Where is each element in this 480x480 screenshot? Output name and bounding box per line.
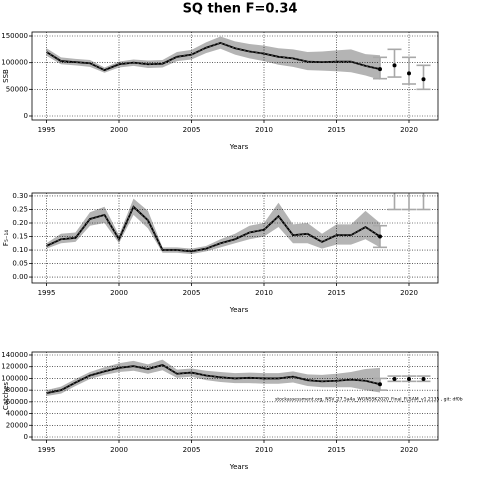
- x-tick-label: 2020: [400, 446, 418, 454]
- x-tick-label: 2015: [328, 446, 346, 454]
- y-tick-label: 0.30: [12, 192, 28, 200]
- x-tick-label: 2005: [183, 289, 201, 297]
- x-tick-label: 2020: [400, 126, 418, 134]
- x-tick-label: 2005: [183, 446, 201, 454]
- y-tick-label: 0: [24, 112, 28, 120]
- x-tick-label: 2015: [328, 126, 346, 134]
- x-tick-label: 2010: [255, 446, 273, 454]
- x-tick-label: 2010: [255, 289, 273, 297]
- projection-point: [378, 382, 382, 387]
- y-tick-label: 150000: [1, 32, 28, 40]
- plot-area: [32, 352, 438, 440]
- axes-frame: [31, 192, 439, 284]
- projection-point: [421, 77, 426, 82]
- projection-point: [392, 377, 397, 382]
- x-tick-label: 2020: [400, 289, 418, 297]
- projection-point: [378, 67, 382, 72]
- x-tick-label: 2005: [183, 126, 201, 134]
- y-tick-label: 100000: [1, 59, 28, 67]
- x-tick-label: 1995: [38, 126, 56, 134]
- x-axis-label: Years: [229, 306, 249, 314]
- plot-area: [32, 32, 438, 120]
- projection-point: [407, 377, 411, 382]
- y-tick-label: 60000: [6, 398, 28, 406]
- x-tick-label: 2000: [110, 126, 128, 134]
- projection-point: [407, 71, 411, 76]
- y-tick-label: 50000: [6, 85, 28, 93]
- y-tick-label: 140000: [1, 351, 28, 359]
- x-tick-label: 2000: [110, 289, 128, 297]
- y-axis-label: F₅₋₁₄: [2, 230, 10, 246]
- estimate-line: [46, 363, 381, 394]
- projection-point: [378, 234, 382, 239]
- estimate-line-dash: [46, 42, 381, 71]
- y-tick-label: 0: [24, 433, 28, 441]
- y-tick-label: 40000: [6, 410, 28, 418]
- projection-point: [392, 63, 397, 68]
- y-tick-label: 100000: [1, 374, 28, 382]
- x-axis-label: Years: [229, 463, 249, 471]
- plot-area: [32, 183, 438, 283]
- axes-frame: [31, 31, 439, 121]
- projection-point: [421, 377, 426, 382]
- y-tick-label: 0.15: [12, 233, 28, 241]
- y-tick-label: 0.10: [12, 246, 28, 254]
- x-axis-label: Years: [229, 143, 249, 151]
- y-axis-label: Catches: [2, 382, 10, 411]
- y-axis-label: SSB: [2, 69, 10, 83]
- x-tick-label: 2015: [328, 289, 346, 297]
- y-tick-label: 0.00: [12, 273, 28, 281]
- confidence-band: [46, 198, 380, 255]
- y-tick-label: 120000: [1, 363, 28, 371]
- projection-point: [393, 183, 397, 187]
- x-tick-label: 1995: [38, 289, 56, 297]
- x-tick-label: 2010: [255, 126, 273, 134]
- projection-point: [407, 183, 411, 187]
- x-tick-label: 1995: [38, 446, 56, 454]
- confidence-band: [46, 359, 380, 396]
- y-tick-label: 20000: [6, 421, 28, 429]
- chart-title: SQ then F=0.34: [183, 2, 298, 17]
- y-tick-label: 0.05: [12, 260, 28, 268]
- axes-frame: [31, 351, 439, 441]
- y-tick-label: 0.20: [12, 219, 28, 227]
- x-tick-label: 2000: [110, 446, 128, 454]
- y-tick-label: 80000: [6, 386, 28, 394]
- estimate-line-dash: [46, 206, 381, 252]
- y-tick-label: 0.25: [12, 205, 28, 213]
- confidence-band: [46, 36, 380, 80]
- projection-point: [422, 183, 426, 187]
- annotation: stockassessment.org, NSV_27.5a4a_WGNSSK2…: [275, 397, 463, 403]
